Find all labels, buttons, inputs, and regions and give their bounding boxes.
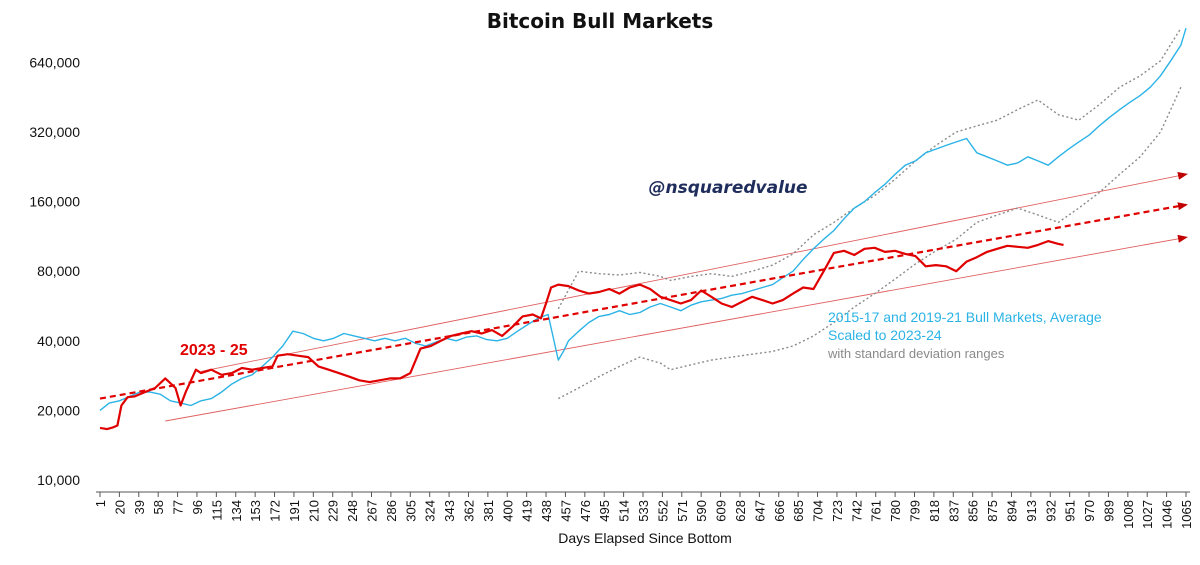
series-lines — [99, 27, 1188, 431]
x-tick-label: 1 — [93, 500, 108, 507]
x-tick-label: 894 — [1004, 500, 1019, 522]
series-line-lower-deviation — [557, 86, 1182, 400]
series-label-average-line1: 2015-17 and 2019-21 Bull Markets, Averag… — [828, 309, 1102, 325]
x-tick-label: 457 — [558, 500, 573, 522]
x-tick-label: 875 — [985, 500, 1000, 522]
x-tick-label: 799 — [908, 500, 923, 522]
x-tick-label: 989 — [1101, 500, 1116, 522]
x-tick-label: 305 — [403, 500, 418, 522]
series-line-average — [99, 27, 1187, 411]
x-tick-label: 552 — [655, 500, 670, 522]
x-tick-label: 704 — [811, 500, 826, 522]
x-tick-label: 58 — [151, 500, 166, 514]
series-line-upper-channel — [200, 171, 1188, 372]
x-tick-label: 400 — [500, 500, 515, 522]
x-tick-label: 1046 — [1160, 500, 1175, 529]
x-tick-label: 571 — [675, 500, 690, 522]
x-axis: 1 20 39 58 77 96 115 134 153 172 191 210 229 248 267 28… — [93, 491, 1194, 529]
x-tick-label: 343 — [442, 500, 457, 522]
x-tick-label: 780 — [888, 500, 903, 522]
x-tick-label: 1008 — [1121, 500, 1136, 529]
y-tick-label: 10,000 — [37, 472, 80, 488]
x-tick-label: 115 — [209, 500, 224, 521]
x-tick-label: 438 — [539, 500, 554, 522]
x-tick-label: 761 — [869, 500, 884, 522]
y-tick-label: 320,000 — [29, 124, 80, 140]
x-axis-label: Days Elapsed Since Bottom — [558, 530, 732, 546]
x-tick-label: 951 — [1063, 500, 1078, 522]
x-tick-label: 248 — [345, 500, 360, 522]
x-tick-label: 818 — [927, 500, 942, 522]
x-tick-label: 172 — [268, 500, 283, 522]
x-tick-label: 419 — [520, 500, 535, 522]
series-label-deviation: with standard deviation ranges — [827, 346, 1005, 361]
x-tick-label: 476 — [578, 500, 593, 522]
series-line-upper-deviation — [557, 27, 1182, 310]
chart-title: Bitcoin Bull Markets — [487, 9, 714, 33]
x-tick-label: 191 — [287, 500, 302, 522]
x-tick-label: 267 — [365, 500, 380, 522]
x-tick-label: 286 — [384, 500, 399, 522]
x-tick-label: 856 — [966, 500, 981, 522]
x-tick-label: 742 — [849, 500, 864, 522]
x-tick-label: 324 — [423, 500, 438, 522]
x-tick-label: 1027 — [1140, 500, 1155, 529]
x-tick-label: 723 — [830, 500, 845, 522]
y-tick-label: 40,000 — [37, 333, 80, 349]
y-tick-label: 640,000 — [29, 54, 80, 70]
x-tick-label: 685 — [791, 500, 806, 522]
series-label-average-line2: Scaled to 2023-24 — [828, 327, 942, 343]
x-tick-label: 590 — [694, 500, 709, 522]
x-tick-label: 39 — [132, 500, 147, 514]
y-tick-label: 160,000 — [29, 194, 80, 210]
x-tick-label: 609 — [714, 500, 729, 522]
series-label-2023-25: 2023 - 25 — [180, 342, 248, 359]
x-tick-label: 628 — [733, 500, 748, 522]
series-line-lower-channel — [165, 234, 1188, 422]
x-tick-label: 666 — [772, 500, 787, 522]
series-line-trend — [99, 202, 1188, 400]
x-tick-label: 1065 — [1179, 500, 1194, 529]
x-tick-label: 134 — [229, 500, 244, 522]
x-tick-label: 20 — [112, 500, 127, 514]
x-tick-label: 96 — [190, 500, 205, 514]
x-tick-label: 495 — [597, 500, 612, 522]
x-tick-label: 837 — [946, 500, 961, 522]
x-tick-label: 153 — [248, 500, 263, 522]
y-axis: 10,000 20,000 40,000 80,000 160,000 320,000 64… — [29, 54, 80, 488]
watermark-text: @nsquaredvalue — [648, 178, 807, 198]
x-tick-label: 533 — [636, 500, 651, 522]
x-tick-label: 647 — [752, 500, 767, 522]
x-tick-label: 970 — [1082, 500, 1097, 522]
series-line-2023-25 — [99, 240, 1064, 431]
x-tick-label: 210 — [306, 500, 321, 522]
x-tick-label: 229 — [326, 500, 341, 522]
x-tick-label: 362 — [461, 500, 476, 522]
y-tick-label: 20,000 — [37, 402, 80, 418]
x-tick-label: 77 — [171, 500, 186, 514]
x-tick-label: 381 — [481, 500, 496, 522]
x-tick-label: 913 — [1024, 500, 1039, 522]
x-tick-label: 514 — [617, 500, 632, 522]
y-tick-label: 80,000 — [37, 263, 80, 279]
x-tick-label: 932 — [1043, 500, 1058, 522]
